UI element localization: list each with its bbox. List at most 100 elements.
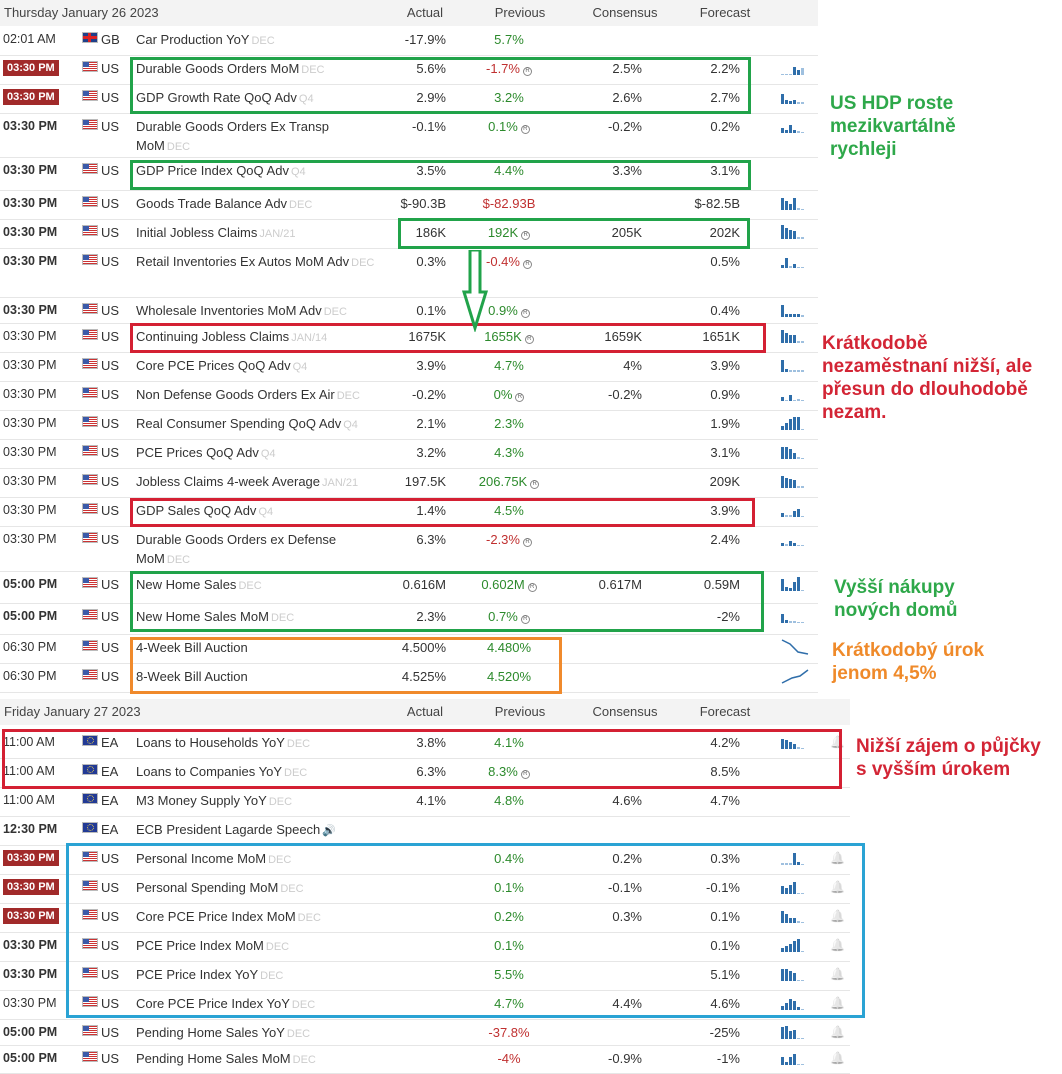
table-row[interactable]: 03:30 PM US Durable Goods Orders ex Defens… bbox=[0, 526, 818, 572]
table-row[interactable]: 12:30 PM EA ECB President Lagarde Speech 🔊 bbox=[0, 816, 850, 846]
event-label[interactable]: Non Defense Goods Orders Ex Air bbox=[136, 387, 335, 402]
sparkline-icon[interactable] bbox=[781, 967, 807, 981]
bell-icon[interactable]: 🔔 bbox=[830, 1051, 845, 1065]
table-row[interactable]: 05:00 PM US New Home Sales DEC 0.616M 0.602M R… bbox=[0, 571, 818, 604]
event-name[interactable]: M3 Money Supply YoY DEC bbox=[136, 793, 292, 808]
event-name[interactable]: Wholesale Inventories MoM Adv DEC bbox=[136, 303, 347, 318]
event-name[interactable]: Continuing Jobless Claims JAN/14 bbox=[136, 329, 327, 344]
event-label[interactable]: 4-Week Bill Auction bbox=[136, 640, 248, 655]
event-label[interactable]: Durable Goods Orders MoM bbox=[136, 61, 300, 76]
event-label[interactable]: Jobless Claims 4-week Average bbox=[136, 474, 321, 489]
event-name[interactable]: PCE Price Index MoM DEC bbox=[136, 938, 289, 953]
event-label[interactable]: Continuing Jobless Claims bbox=[136, 329, 290, 344]
table-row[interactable]: 03:30 PM US Core PCE Prices QoQ Adv Q4 3.9% 4… bbox=[0, 352, 818, 382]
sparkline-icon[interactable] bbox=[781, 303, 807, 317]
table-row[interactable]: 03:30 PM US Jobless Claims 4-week Average J… bbox=[0, 468, 818, 498]
event-label[interactable]: GDP Growth Rate QoQ Adv bbox=[136, 90, 297, 105]
event-label[interactable]: Retail Inventories Ex Autos MoM Adv bbox=[136, 254, 350, 269]
event-name[interactable]: Retail Inventories Ex Autos MoM Adv DEC bbox=[136, 252, 374, 273]
event-label[interactable]: PCE Price Index MoM bbox=[136, 938, 264, 953]
table-row[interactable]: 03:30 PM US Core PCE Price Index MoM DEC 0.2… bbox=[0, 903, 850, 933]
event-label[interactable]: Personal Spending MoM bbox=[136, 880, 279, 895]
table-row[interactable]: 03:30 PM US Real Consumer Spending QoQ Adv… bbox=[0, 410, 818, 440]
table-row[interactable]: 03:30 PM US GDP Price Index QoQ Adv Q4 3.5% 4… bbox=[0, 157, 818, 191]
event-label[interactable]: Durable Goods Orders ex Defense MoM bbox=[136, 532, 337, 566]
event-name[interactable]: Non Defense Goods Orders Ex Air DEC bbox=[136, 387, 360, 402]
table-row[interactable]: 11:00 AM EA Loans to Companies YoY DEC 6.3% 8… bbox=[0, 758, 850, 788]
sparkline-icon[interactable] bbox=[781, 445, 807, 459]
event-label[interactable]: Loans to Households YoY bbox=[136, 735, 285, 750]
bell-icon[interactable]: 🔔 bbox=[830, 735, 845, 749]
event-name[interactable]: Pending Home Sales YoY DEC bbox=[136, 1025, 310, 1040]
event-label[interactable]: Pending Home Sales YoY bbox=[136, 1025, 285, 1040]
event-name[interactable]: Initial Jobless Claims JAN/21 bbox=[136, 225, 295, 240]
event-label[interactable]: Core PCE Price Index MoM bbox=[136, 909, 296, 924]
event-label[interactable]: Core PCE Price Index YoY bbox=[136, 996, 290, 1011]
sparkline-icon[interactable] bbox=[781, 909, 807, 923]
sparkline-icon[interactable] bbox=[781, 119, 807, 133]
sparkline-icon[interactable] bbox=[781, 996, 807, 1010]
table-row[interactable]: 03:30 PM US Non Defense Goods Orders Ex Ai… bbox=[0, 381, 818, 411]
event-name[interactable]: PCE Price Index YoY DEC bbox=[136, 967, 283, 982]
sparkline-icon[interactable] bbox=[781, 358, 807, 372]
table-row[interactable]: 03:30 PM US PCE Price Index MoM DEC 0.1% 0.1%… bbox=[0, 932, 850, 962]
event-label[interactable]: Core PCE Prices QoQ Adv bbox=[136, 358, 291, 373]
sparkline-icon[interactable] bbox=[781, 254, 807, 268]
table-row[interactable]: 03:30 PM US Personal Income MoM DEC 0.4% 0.2%… bbox=[0, 845, 850, 875]
event-label[interactable]: New Home Sales bbox=[136, 577, 237, 592]
table-row[interactable]: 03:30 PM US Continuing Jobless Claims JAN/1… bbox=[0, 323, 818, 353]
table-row[interactable]: 03:30 PM US Goods Trade Balance Adv DEC $-90… bbox=[0, 190, 818, 220]
event-label[interactable]: Initial Jobless Claims bbox=[136, 225, 258, 240]
sparkline-icon[interactable] bbox=[781, 735, 807, 749]
event-name[interactable]: ECB President Lagarde Speech 🔊 bbox=[136, 822, 336, 837]
table-row[interactable]: 03:30 PM US Wholesale Inventories MoM Adv D… bbox=[0, 297, 818, 324]
sparkline-icon[interactable] bbox=[781, 577, 807, 591]
sparkline-icon[interactable] bbox=[781, 61, 807, 75]
event-name[interactable]: New Home Sales DEC bbox=[136, 577, 262, 592]
event-label[interactable]: GDP Price Index QoQ Adv bbox=[136, 163, 289, 178]
sparkline-icon[interactable] bbox=[781, 609, 807, 623]
event-name[interactable]: Loans to Companies YoY DEC bbox=[136, 764, 307, 779]
table-row[interactable]: 06:30 PM US 4-Week Bill Auction 4.500% 4.480… bbox=[0, 634, 818, 664]
event-label[interactable]: M3 Money Supply YoY bbox=[136, 793, 267, 808]
event-name[interactable]: 8-Week Bill Auction bbox=[136, 669, 250, 684]
sparkline-icon[interactable] bbox=[781, 1025, 807, 1039]
bell-icon[interactable]: 🔔 bbox=[830, 851, 845, 865]
table-row[interactable]: 03:30 PM US Personal Spending MoM DEC 0.1% -0… bbox=[0, 874, 850, 904]
table-row[interactable]: 05:00 PM US New Home Sales MoM DEC 2.3% 0.7% R… bbox=[0, 603, 818, 635]
table-row[interactable]: 11:00 AM EA M3 Money Supply YoY DEC 4.1% 4.8%… bbox=[0, 787, 850, 817]
event-label[interactable]: PCE Price Index YoY bbox=[136, 967, 259, 982]
table-row[interactable]: 05:00 PM US Pending Home Sales YoY DEC -37.8… bbox=[0, 1019, 850, 1046]
event-name[interactable]: Goods Trade Balance Adv DEC bbox=[136, 196, 312, 211]
table-row[interactable]: 03:30 PM US Initial Jobless Claims JAN/21 18… bbox=[0, 219, 818, 249]
table-row[interactable]: 03:30 PM US Retail Inventories Ex Autos Mo… bbox=[0, 248, 818, 298]
event-name[interactable]: Durable Goods Orders Ex Transp MoM DEC bbox=[136, 117, 386, 157]
table-row[interactable]: 03:30 PM US GDP Sales QoQ Adv Q4 1.4% 4.5% 3.9… bbox=[0, 497, 818, 527]
event-label[interactable]: New Home Sales MoM bbox=[136, 609, 269, 624]
table-row[interactable]: 03:30 PM US Durable Goods Orders Ex Transp… bbox=[0, 113, 818, 158]
table-row[interactable]: 11:00 AM EA Loans to Households YoY DEC 3.8%… bbox=[0, 729, 850, 759]
event-name[interactable]: Car Production YoY DEC bbox=[136, 32, 275, 47]
sparkline-icon[interactable] bbox=[781, 90, 807, 104]
bell-icon[interactable]: 🔔 bbox=[830, 880, 845, 894]
table-row[interactable]: 03:30 PM US Core PCE Price Index YoY DEC 4.7… bbox=[0, 990, 850, 1020]
event-label[interactable]: GDP Sales QoQ Adv bbox=[136, 503, 257, 518]
event-name[interactable]: Loans to Households YoY DEC bbox=[136, 735, 310, 750]
table-row[interactable]: 03:30 PM US GDP Growth Rate QoQ Adv Q4 2.9% 3… bbox=[0, 84, 818, 114]
sparkline-icon[interactable] bbox=[781, 503, 807, 517]
event-name[interactable]: GDP Sales QoQ Adv Q4 bbox=[136, 503, 273, 518]
sparkline-icon[interactable] bbox=[781, 851, 807, 865]
sparkline-icon[interactable] bbox=[781, 1051, 807, 1065]
event-name[interactable]: Durable Goods Orders ex Defense MoM DEC bbox=[136, 530, 386, 570]
bell-icon[interactable]: 🔔 bbox=[830, 938, 845, 952]
event-name[interactable]: Core PCE Prices QoQ Adv Q4 bbox=[136, 358, 307, 373]
event-label[interactable]: Goods Trade Balance Adv bbox=[136, 196, 288, 211]
sparkline-icon[interactable] bbox=[781, 532, 807, 546]
sparkline-icon[interactable] bbox=[781, 416, 807, 430]
event-label[interactable]: Car Production YoY bbox=[136, 32, 250, 47]
sparkline-icon[interactable] bbox=[781, 329, 807, 343]
event-label[interactable]: Wholesale Inventories MoM Adv bbox=[136, 303, 322, 318]
table-row[interactable]: 06:30 PM US 8-Week Bill Auction 4.525% 4.520… bbox=[0, 663, 818, 693]
sparkline-icon[interactable] bbox=[781, 225, 807, 239]
event-label[interactable]: Loans to Companies YoY bbox=[136, 764, 282, 779]
